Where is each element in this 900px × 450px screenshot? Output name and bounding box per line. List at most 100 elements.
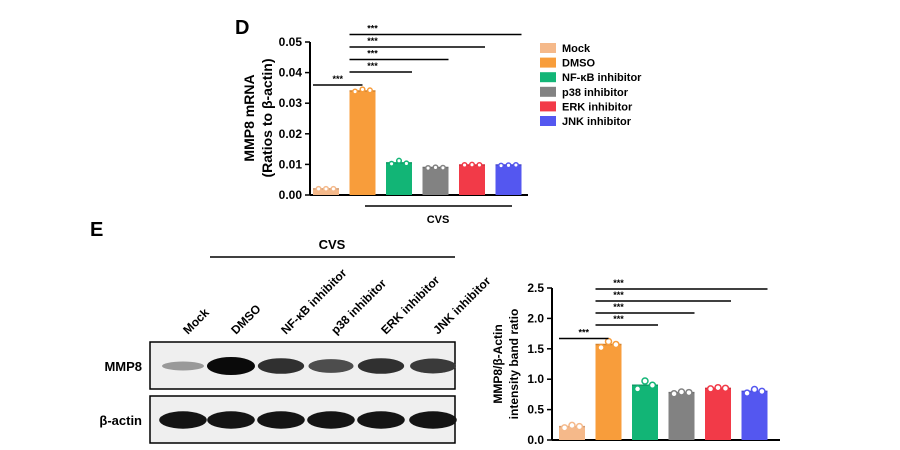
- data-point: [560, 424, 569, 432]
- legend-entry: JNK inhibitor: [562, 116, 632, 128]
- legend: Mock DMSO NF-κB inhibitor p38 inhibitor ERK …: [540, 43, 642, 128]
- data-point: [743, 389, 751, 397]
- chart-d: MMP8 mRNA (Ratios to β-actin) CVS 0.00 0.…: [241, 24, 528, 226]
- blot-band: [357, 358, 405, 374]
- chart-e-ylabel-line2: intensity band ratio: [507, 309, 521, 420]
- blot-band: [410, 358, 456, 374]
- blot-band: [159, 411, 207, 429]
- data-point: [468, 161, 476, 168]
- data-point: [758, 387, 766, 396]
- chart-e-ylabel-line1: MMP8/β-Actin: [491, 324, 505, 403]
- legend-swatch: [540, 43, 556, 53]
- bar: [313, 188, 339, 195]
- blot-band: [257, 358, 305, 374]
- y-tick-label: 0.0: [527, 433, 544, 447]
- significance-label: ***: [367, 61, 378, 71]
- blot-group-label: CVS: [319, 237, 346, 252]
- legend-swatch: [540, 86, 556, 97]
- panel-d-label: D: [235, 17, 249, 39]
- panel-e-label: E: [90, 219, 103, 241]
- data-point: [721, 384, 730, 393]
- significance-label: ***: [613, 278, 624, 288]
- legend-entry: p38 inhibitor: [562, 87, 629, 99]
- data-point: [432, 164, 439, 171]
- blot-band: [162, 361, 204, 371]
- y-tick-label: 1.5: [527, 342, 544, 356]
- data-point: [568, 421, 576, 430]
- data-point: [750, 385, 759, 394]
- data-point: [366, 87, 373, 94]
- data-point: [677, 388, 686, 396]
- bar: [595, 344, 622, 440]
- legend-entry: DMSO: [562, 58, 595, 70]
- data-point: [425, 165, 432, 172]
- blot-band: [207, 357, 255, 375]
- y-tick-label: 0.02: [279, 127, 303, 141]
- data-point: [352, 88, 359, 95]
- data-point: [505, 162, 512, 169]
- blot-row-label: MMP8: [104, 359, 142, 374]
- data-point: [641, 377, 649, 385]
- y-tick-label: 0.01: [279, 157, 303, 171]
- data-point: [685, 388, 693, 397]
- legend-entry: ERK inhibitor: [562, 101, 633, 113]
- chart-d-ylabel-line2: (Ratios to β-actin): [259, 59, 275, 178]
- y-tick-label: 1.0: [527, 372, 544, 386]
- y-tick-label: 0.5: [527, 403, 544, 417]
- data-point: [439, 164, 446, 171]
- significance-label: ***: [367, 49, 378, 59]
- blot-band: [257, 411, 305, 429]
- legend-entry: Mock: [562, 43, 591, 55]
- blot-band: [357, 411, 405, 429]
- lane-label: Mock: [180, 305, 212, 337]
- y-tick-label: 0.03: [279, 96, 303, 110]
- blot-band: [409, 411, 457, 429]
- legend-swatch: [540, 72, 556, 83]
- bar: [349, 90, 376, 195]
- legend-entry: NF-κB inhibitor: [562, 72, 642, 84]
- data-point: [714, 383, 722, 392]
- data-point: [706, 385, 715, 393]
- y-tick-label: 2.5: [527, 281, 544, 295]
- significance-label: ***: [578, 328, 589, 338]
- chart-e: MMP8/β-Actin intensity band ratio 0.0 0.5…: [491, 278, 780, 447]
- significance-label: ***: [613, 314, 624, 324]
- bar: [495, 165, 522, 195]
- data-point: [575, 422, 584, 431]
- data-point: [388, 160, 395, 167]
- data-point: [670, 390, 678, 398]
- bar: [459, 165, 485, 195]
- data-point: [633, 385, 642, 393]
- data-point: [597, 343, 605, 352]
- data-point: [315, 185, 322, 192]
- legend-swatch: [540, 57, 556, 68]
- lane-label: DMSO: [228, 302, 263, 337]
- legend-swatch: [540, 101, 556, 112]
- bar: [705, 388, 731, 440]
- data-point: [476, 161, 483, 169]
- significance-label: ***: [332, 74, 343, 84]
- significance-label: ***: [613, 290, 624, 300]
- bar: [386, 162, 412, 195]
- y-tick-label: 2.0: [527, 311, 544, 325]
- legend-swatch: [540, 116, 556, 126]
- data-point: [648, 381, 657, 390]
- data-point: [512, 161, 519, 169]
- bar: [632, 385, 658, 440]
- significance-label: ***: [367, 36, 378, 46]
- blot-band: [207, 411, 255, 429]
- chart-d-group-label: CVS: [427, 214, 450, 226]
- data-point: [604, 337, 613, 346]
- blot-band: [308, 359, 354, 373]
- blot-row-label: β-actin: [99, 413, 142, 428]
- data-point: [461, 161, 468, 169]
- data-point: [359, 86, 366, 93]
- y-tick-label: 0.04: [279, 66, 303, 80]
- chart-d-ylabel-line1: MMP8 mRNA: [241, 74, 257, 161]
- bar: [422, 167, 449, 195]
- significance-label: ***: [367, 24, 378, 34]
- bar: [668, 392, 695, 440]
- bar: [741, 391, 768, 440]
